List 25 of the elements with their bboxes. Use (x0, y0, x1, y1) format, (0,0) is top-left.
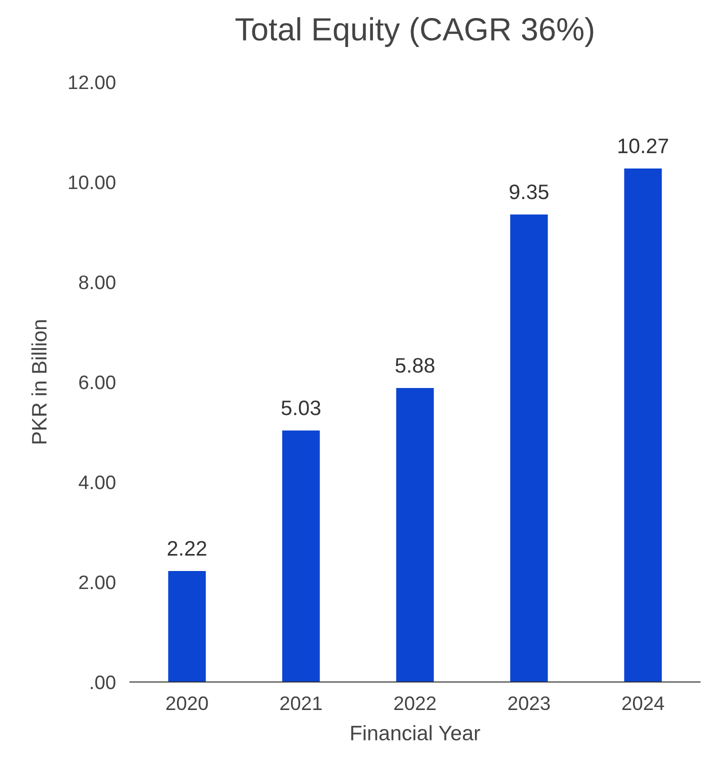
x-tick-label: 2022 (394, 696, 436, 710)
bar (510, 214, 548, 682)
x-tick-label: 2021 (280, 696, 322, 710)
data-label: 10.27 (618, 138, 668, 154)
x-axis-title: Financial Year (351, 725, 480, 740)
bar (282, 430, 320, 682)
y-tick-label: 4.00 (78, 475, 116, 490)
y-tick-label: .00 (90, 675, 116, 690)
y-tick-label: 6.00 (79, 375, 116, 390)
data-label: 9.35 (510, 184, 548, 200)
y-tick-label: 12.00 (68, 75, 116, 90)
data-label: 5.88 (396, 358, 434, 373)
bar (396, 388, 434, 682)
x-tick-label: 2024 (622, 696, 664, 710)
y-tick-label: 10.00 (68, 175, 116, 190)
x-tick-label: 2023 (508, 696, 550, 710)
y-axis-title: PKR in Billion (31, 320, 47, 444)
x-tick-label: 2020 (166, 696, 208, 710)
y-tick-label: 8.00 (79, 275, 116, 290)
bar (168, 571, 206, 682)
chart-title: Total Equity (CAGR 36%) (236, 17, 594, 47)
data-label: 2.22 (168, 541, 206, 556)
data-label: 5.03 (282, 400, 320, 416)
bar (624, 168, 662, 682)
y-tick-label: 2.00 (79, 575, 116, 590)
